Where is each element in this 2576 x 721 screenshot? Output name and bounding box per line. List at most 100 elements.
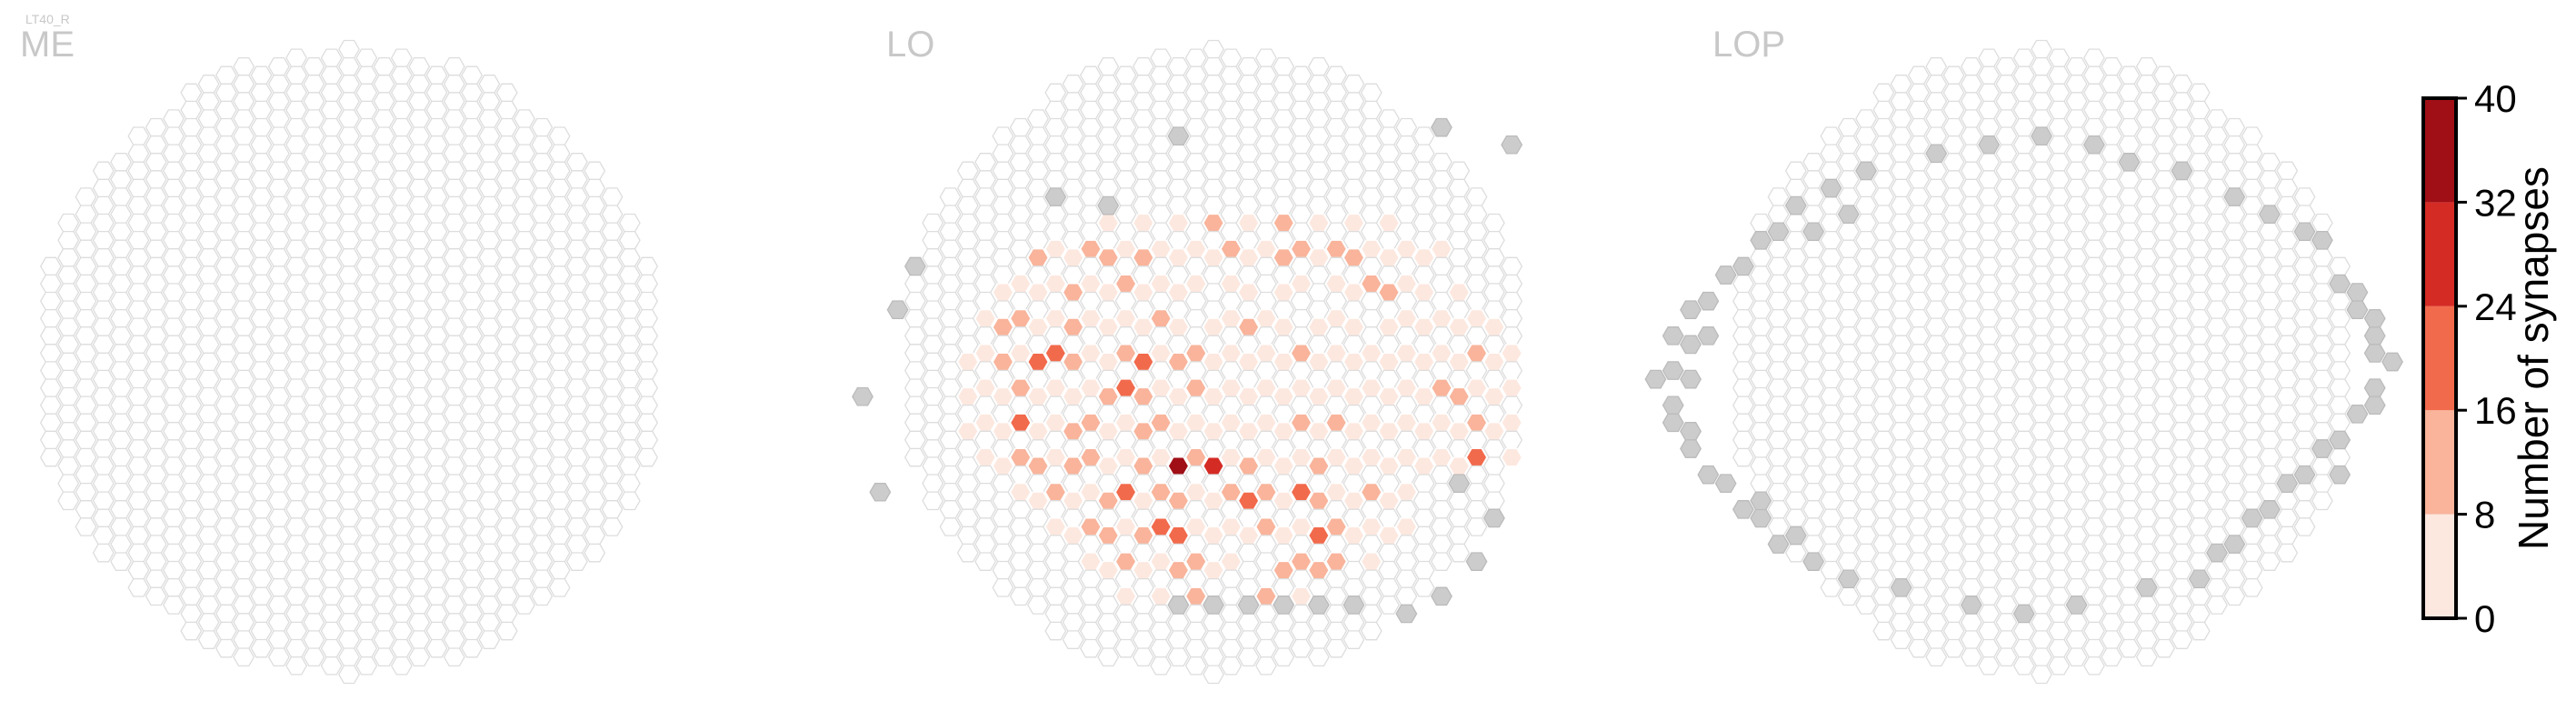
hex-cell-empty — [443, 352, 465, 372]
hex-cell-empty — [2206, 317, 2228, 337]
hex-cell-empty — [2135, 213, 2158, 233]
hex-cell-empty — [338, 560, 360, 580]
hex-cell-empty — [461, 117, 484, 137]
hex-cell-empty — [1820, 161, 1842, 181]
hex-cell-empty — [75, 222, 97, 242]
hex-cell-empty — [1907, 65, 1930, 85]
hex-cell-synapses — [1203, 248, 1224, 267]
hex-cell-empty — [1890, 439, 1912, 458]
hex-cell-synapses — [1132, 491, 1154, 511]
hex-cell-synapses — [1220, 552, 1243, 571]
hex-cell-empty — [601, 308, 624, 328]
hex-cell-empty — [1184, 326, 1207, 345]
hex-cell-empty — [1290, 569, 1313, 589]
hex-cell-empty — [2012, 482, 2035, 502]
hex-cell-synapses — [1325, 344, 1348, 363]
hex-cell-empty — [267, 144, 290, 164]
hex-cell-synapses — [1220, 378, 1243, 397]
hex-cell-empty — [145, 586, 167, 606]
hex-cell-empty — [390, 396, 413, 416]
hex-cell-empty — [1960, 369, 1982, 389]
hex-cell-empty — [163, 335, 185, 355]
hex-cell-empty — [373, 386, 395, 406]
hex-cell-empty — [1378, 543, 1400, 563]
hex-cell-empty — [514, 369, 535, 389]
hex-cell-empty — [233, 195, 255, 215]
hex-cell-empty — [2118, 326, 2141, 345]
hex-cell-synapses — [1132, 386, 1154, 406]
hex-cell-empty — [584, 352, 606, 372]
hex-cell-outside — [2258, 500, 2281, 519]
hex-cell-empty — [1784, 491, 1807, 511]
hex-cell-empty — [1062, 508, 1084, 528]
hex-cell-empty — [180, 153, 203, 172]
hex-cell-empty — [39, 256, 62, 276]
hex-cell-empty — [1062, 404, 1084, 424]
hex-cell-synapses — [1220, 413, 1243, 433]
hex-cell-empty — [1925, 265, 1948, 285]
hex-cell-empty — [548, 526, 571, 546]
hex-cell-empty — [285, 535, 308, 554]
hex-cell-empty — [1360, 256, 1383, 276]
hex-cell-empty — [1907, 500, 1930, 519]
hex-cell-empty — [303, 126, 325, 146]
hex-cell-synapses — [1395, 378, 1418, 397]
hex-cell-empty — [92, 543, 115, 563]
hex-cell-empty — [180, 344, 203, 363]
hex-cell-empty — [1395, 430, 1418, 450]
hex-cell-empty — [478, 283, 501, 302]
hex-cell-empty — [2329, 344, 2351, 363]
hex-cell-empty — [197, 213, 220, 233]
hex-cell-empty — [92, 230, 115, 250]
hex-cell-empty — [1430, 326, 1453, 345]
hex-cell-empty — [1960, 213, 1982, 233]
hex-cell-empty — [390, 447, 413, 467]
hex-cell-empty — [163, 596, 185, 615]
hex-cell-synapses — [1448, 386, 1471, 406]
hex-cell-empty — [1150, 291, 1173, 311]
hex-cell-empty — [618, 491, 641, 511]
hex-cell-empty — [1044, 222, 1067, 242]
hex-cell-empty — [338, 92, 360, 111]
hex-cell-empty — [320, 500, 343, 519]
hex-cell-empty — [584, 161, 606, 181]
hex-cell-empty — [2188, 344, 2211, 363]
hex-cell-empty — [180, 500, 203, 519]
hex-cell-empty — [1325, 83, 1348, 103]
hex-cell-empty — [267, 543, 290, 563]
hex-cell-synapses — [1184, 447, 1207, 467]
hex-cell-empty — [75, 413, 97, 433]
hex-cell-synapses — [1430, 378, 1453, 397]
hex-cell-empty — [1307, 178, 1330, 198]
hex-cell-empty — [110, 187, 133, 206]
hex-cell-empty — [197, 300, 220, 320]
hex-cell-empty — [2276, 178, 2299, 198]
hex-cell-empty — [2311, 317, 2333, 337]
hex-cell-synapses — [1343, 456, 1365, 476]
hex-cell-empty — [1430, 552, 1453, 571]
hex-cell-empty — [2135, 526, 2158, 546]
hex-cell-empty — [1413, 560, 1435, 580]
hex-cell-empty — [1413, 144, 1435, 164]
hex-cell-empty — [1855, 109, 1877, 128]
hex-cell-empty — [2031, 647, 2052, 667]
hex-cell-empty — [1837, 326, 1860, 345]
hex-cell-synapses — [1237, 422, 1260, 441]
hex-cell-empty — [1978, 344, 2001, 363]
hex-cell-empty — [956, 369, 979, 389]
hex-cell-empty — [956, 456, 979, 476]
hex-cell-synapses — [1150, 378, 1173, 397]
hex-cell-empty — [478, 439, 501, 458]
hex-cell-empty — [197, 283, 220, 302]
hex-cell-outside — [1750, 491, 1772, 511]
hex-cell-empty — [197, 596, 220, 615]
hex-cell-empty — [2135, 195, 2158, 215]
hex-cell-empty — [1907, 222, 1930, 242]
hex-cell-empty — [163, 178, 185, 198]
hex-cell-empty — [215, 396, 237, 416]
hex-cell-empty — [939, 500, 962, 519]
hex-cell-empty — [303, 491, 325, 511]
hex-cell-empty — [303, 92, 325, 111]
hex-cell-empty — [2118, 621, 2141, 641]
hex-cell-empty — [355, 361, 378, 380]
